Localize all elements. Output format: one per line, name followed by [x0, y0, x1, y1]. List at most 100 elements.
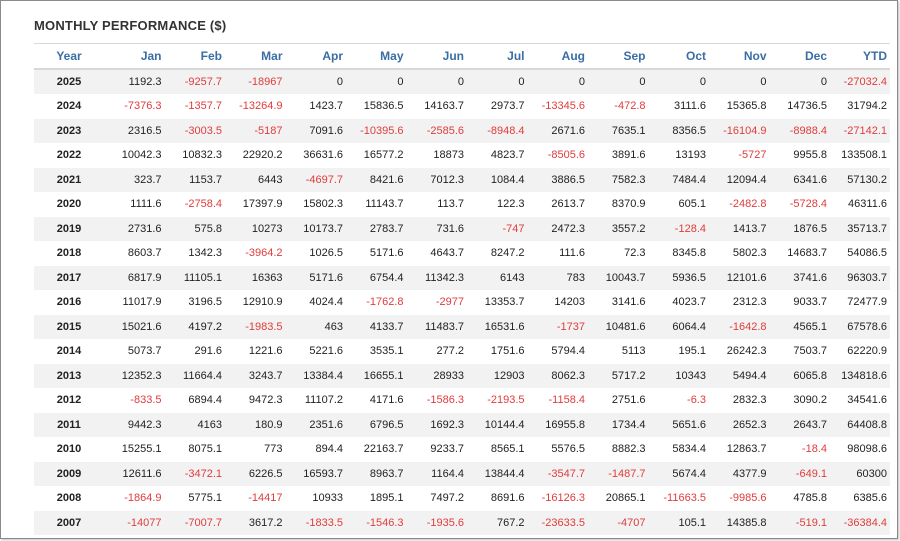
- month-cell-oct: 4023.7: [648, 290, 709, 315]
- month-cell-mar: -5187: [225, 118, 286, 144]
- month-cell-aug: 8062.3: [527, 363, 588, 389]
- month-cell-nov: -5727: [709, 143, 770, 168]
- month-cell-jun: 1164.4: [406, 461, 467, 487]
- table-header-row: Year Jan Feb Mar Apr May Jun Jul Aug Sep Oct Nov Dec…: [34, 43, 890, 70]
- month-cell-feb: 1153.7: [164, 167, 225, 193]
- month-cell-apr: 5171.6: [285, 265, 346, 291]
- ytd-cell: -36384.4: [830, 510, 890, 536]
- month-cell-jul: 0: [467, 69, 528, 95]
- ytd-cell: 62220.9: [830, 339, 890, 364]
- column-header-feb: Feb: [164, 43, 225, 70]
- month-cell-jan: 12352.3: [104, 363, 165, 389]
- month-cell-may: 15836.5: [346, 94, 407, 119]
- month-cell-mar: 9472.3: [225, 388, 286, 413]
- table-row: 2024 -7376.3 -1357.7 -13264.9 1423.7 15836.5 1…: [34, 94, 890, 119]
- year-cell: 2008: [34, 486, 104, 511]
- month-cell-sep: 1734.4: [588, 412, 649, 438]
- month-cell-mar: -3964.2: [225, 241, 286, 266]
- panel-title: MONTHLY PERFORMANCE ($): [34, 18, 227, 33]
- column-header-aug: Aug: [527, 43, 588, 70]
- month-cell-oct: 10343: [648, 363, 709, 389]
- month-cell-apr: 2351.6: [285, 412, 346, 438]
- month-cell-sep: 8370.9: [588, 192, 649, 217]
- month-cell-oct: 605.1: [648, 192, 709, 217]
- month-cell-aug: -3547.7: [527, 461, 588, 487]
- month-cell-dec: 9955.8: [769, 143, 830, 168]
- month-cell-sep: 10043.7: [588, 265, 649, 291]
- month-cell-jan: 8603.7: [104, 241, 165, 266]
- ytd-cell: 72477.9: [830, 290, 890, 315]
- year-cell: 2011: [34, 412, 104, 438]
- month-cell-sep: -1487.7: [588, 461, 649, 487]
- ytd-cell: 98098.6: [830, 437, 890, 462]
- month-cell-feb: -3003.5: [164, 118, 225, 144]
- month-cell-sep: 10481.6: [588, 314, 649, 340]
- month-cell-jan: -7376.3: [104, 94, 165, 119]
- month-cell-nov: 12863.7: [709, 437, 770, 462]
- month-cell-dec: -519.1: [769, 510, 830, 536]
- month-cell-feb: 4163: [164, 412, 225, 438]
- table-row: 2020 1111.6 -2758.4 17397.9 15802.3 11143.7 11…: [34, 192, 890, 217]
- month-cell-may: 16655.1: [346, 363, 407, 389]
- month-cell-feb: 10832.3: [164, 143, 225, 168]
- month-cell-sep: 7582.3: [588, 167, 649, 193]
- month-cell-jun: 18873: [406, 143, 467, 168]
- month-cell-jun: -1586.3: [406, 388, 467, 413]
- month-cell-oct: 3111.6: [648, 94, 709, 119]
- ytd-cell: 34541.6: [830, 388, 890, 413]
- month-cell-aug: 16955.8: [527, 412, 588, 438]
- month-cell-mar: 10273: [225, 216, 286, 242]
- month-cell-jan: 15255.1: [104, 437, 165, 462]
- month-cell-mar: 3243.7: [225, 363, 286, 389]
- month-cell-may: 8963.7: [346, 461, 407, 487]
- month-cell-apr: 10933: [285, 486, 346, 511]
- table-row: 2021 323.7 1153.7 6443 -4697.7 8421.6 7012.3 10…: [34, 167, 890, 193]
- month-cell-may: 4133.7: [346, 314, 407, 340]
- month-cell-apr: 7091.6: [285, 118, 346, 144]
- month-cell-may: 0: [346, 69, 407, 95]
- year-cell: 2018: [34, 241, 104, 266]
- month-cell-oct: 5651.6: [648, 412, 709, 438]
- month-cell-jun: 14163.7: [406, 94, 467, 119]
- month-cell-jan: 2731.6: [104, 216, 165, 242]
- month-cell-dec: 14736.5: [769, 94, 830, 119]
- month-cell-jul: 1751.6: [467, 339, 528, 364]
- month-cell-dec: 6341.6: [769, 167, 830, 193]
- month-cell-oct: -11663.5: [648, 486, 709, 511]
- table-body: 2025 1192.3 -9257.7 -18967 0 0 0 0 0 0 0 0 0 -27032.4…: [34, 69, 890, 536]
- table-row: 2011 9442.3 4163 180.9 2351.6 6796.5 1692.3 101…: [34, 412, 890, 438]
- month-cell-jul: 8247.2: [467, 241, 528, 266]
- month-cell-apr: 10173.7: [285, 216, 346, 242]
- month-cell-jun: 7012.3: [406, 167, 467, 193]
- year-cell: 2010: [34, 437, 104, 462]
- month-cell-sep: 8882.3: [588, 437, 649, 462]
- month-cell-jun: -1935.6: [406, 510, 467, 536]
- month-cell-may: 8421.6: [346, 167, 407, 193]
- month-cell-jul: 2973.7: [467, 94, 528, 119]
- month-cell-jul: -747: [467, 216, 528, 242]
- month-cell-apr: 11107.2: [285, 388, 346, 413]
- month-cell-jan: 12611.6: [104, 461, 165, 487]
- month-cell-oct: 195.1: [648, 339, 709, 364]
- month-cell-jan: -833.5: [104, 388, 165, 413]
- month-cell-jul: 16531.6: [467, 314, 528, 340]
- month-cell-feb: 291.6: [164, 339, 225, 364]
- month-cell-oct: 6064.4: [648, 314, 709, 340]
- month-cell-may: 11143.7: [346, 192, 407, 217]
- year-cell: 2009: [34, 461, 104, 487]
- month-cell-jun: 1692.3: [406, 412, 467, 438]
- month-cell-may: -1546.3: [346, 510, 407, 536]
- month-cell-feb: 8075.1: [164, 437, 225, 462]
- month-cell-nov: 0: [709, 69, 770, 95]
- month-cell-feb: 1342.3: [164, 241, 225, 266]
- month-cell-jul: 8565.1: [467, 437, 528, 462]
- month-cell-nov: 26242.3: [709, 339, 770, 364]
- month-cell-apr: -4697.7: [285, 167, 346, 193]
- month-cell-sep: -472.8: [588, 94, 649, 119]
- month-cell-may: 22163.7: [346, 437, 407, 462]
- month-cell-jul: 767.2: [467, 510, 528, 536]
- column-header-sep: Sep: [588, 43, 649, 70]
- month-cell-jul: -2193.5: [467, 388, 528, 413]
- ytd-cell: 60300: [830, 461, 890, 487]
- month-cell-nov: -1642.8: [709, 314, 770, 340]
